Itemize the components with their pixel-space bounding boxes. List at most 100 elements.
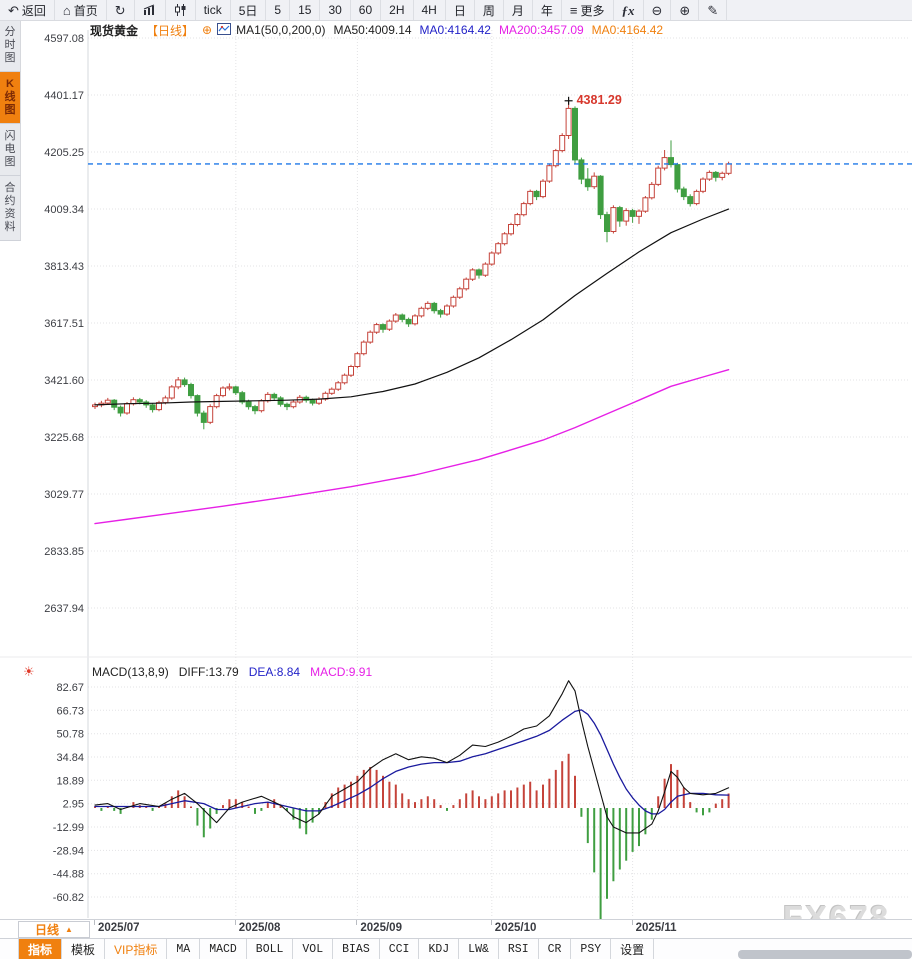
- x-axis-label: 2025/07: [98, 922, 140, 934]
- tab-ma[interactable]: MA: [167, 939, 201, 959]
- tab-vip-indicator[interactable]: VIP指标: [105, 939, 168, 959]
- candle: [136, 399, 143, 403]
- zoom-out-icon: ⊖: [651, 2, 663, 18]
- candle: [284, 403, 290, 408]
- price-axis-label: 4401.17: [44, 90, 84, 102]
- period-60m-button[interactable]: 60: [351, 0, 382, 20]
- period-4h-button[interactable]: 4H: [414, 0, 446, 20]
- period-2h-button-label: 2H: [389, 3, 405, 17]
- home-button[interactable]: ⌂ 首页: [55, 0, 107, 20]
- candle: [444, 305, 450, 315]
- candle: [501, 233, 508, 245]
- candle: [546, 165, 553, 182]
- tab-cci[interactable]: CCI: [380, 939, 420, 959]
- candle: [476, 269, 482, 276]
- candle: [469, 269, 476, 280]
- add-indicator-icon[interactable]: ⊕: [202, 23, 213, 37]
- period-selector[interactable]: 日线 ▲: [18, 921, 90, 938]
- tab-lw[interactable]: LW&: [459, 939, 499, 959]
- draw-button[interactable]: ✎: [699, 0, 728, 20]
- macd-axis-label: -60.82: [53, 892, 84, 904]
- candlestick-button[interactable]: [166, 0, 196, 20]
- tab-cr[interactable]: CR: [539, 939, 572, 959]
- period-month-button[interactable]: 月: [504, 0, 533, 20]
- candle: [712, 171, 719, 178]
- tab-kline-chart[interactable]: K线图: [0, 72, 21, 124]
- ma-params: MA1(50,0,200,0): [236, 23, 326, 37]
- period-60m-button-label: 60: [358, 3, 373, 17]
- candle: [604, 214, 610, 233]
- bar-chart-button[interactable]: [135, 0, 166, 20]
- dea-line: [94, 709, 730, 815]
- tab-vol[interactable]: VOL: [293, 939, 334, 959]
- x-axis-tick: [94, 920, 95, 925]
- tab-psy[interactable]: PSY: [571, 939, 612, 959]
- tick-button[interactable]: tick: [196, 0, 231, 20]
- period-5d-button-label: 5日: [238, 3, 258, 18]
- candle: [456, 288, 463, 298]
- horizontal-scrollbar-thumb[interactable]: [738, 950, 912, 959]
- period-day-button[interactable]: 日: [446, 0, 475, 20]
- candle: [290, 401, 297, 408]
- mini-chart-icon: [217, 22, 232, 38]
- tab-macd[interactable]: MACD: [200, 939, 247, 959]
- x-axis-label: 2025/11: [635, 922, 677, 934]
- period-week-button[interactable]: 周: [475, 0, 504, 20]
- candle: [578, 159, 585, 180]
- tab-boll[interactable]: BOLL: [247, 939, 294, 959]
- more-button-label: 更多: [580, 3, 605, 18]
- refresh-button[interactable]: ↻: [107, 0, 135, 20]
- pen-icon: ✎: [707, 2, 719, 18]
- candle: [220, 387, 226, 397]
- zoom-out-button[interactable]: ⊖: [644, 0, 672, 20]
- refresh-icon: ↻: [114, 2, 126, 18]
- tab-bias[interactable]: BIAS: [333, 939, 380, 959]
- top-toolbar: ↶ 返回 ⌂ 首页 ↻ tick 5日 5 15 30 60 2H 4H 日周月年 ≡ 更多 ƒx ⊖ ⊕ ✎: [0, 0, 912, 21]
- tab-time-chart-label: 分时图: [4, 26, 16, 64]
- period-5m-button[interactable]: 5: [266, 0, 291, 20]
- candle: [674, 164, 681, 190]
- tab-time-chart[interactable]: 分时图: [0, 20, 21, 72]
- macd-axis-label: 50.78: [56, 729, 84, 741]
- period-year-button[interactable]: 年: [533, 0, 562, 20]
- indicator-settings-sun-icon[interactable]: ☀: [23, 664, 35, 679]
- candle: [232, 386, 239, 394]
- symbol-name: 现货黄金: [90, 23, 139, 38]
- diff-line: [94, 680, 730, 834]
- macd-axis-label: 18.89: [56, 775, 84, 787]
- candle: [642, 197, 649, 212]
- candle: [335, 382, 342, 390]
- macd-header: MACD(13,8,9) DIFF:13.79 DEA:8.84 MACD:9.91: [92, 665, 382, 679]
- period-15m-button[interactable]: 15: [290, 0, 321, 20]
- tab-indicator[interactable]: 指标: [19, 939, 63, 959]
- back-button[interactable]: ↶ 返回: [0, 0, 55, 20]
- zoom-in-button[interactable]: ⊕: [671, 0, 700, 20]
- tab-kdj[interactable]: KDJ: [419, 939, 460, 959]
- candle: [520, 203, 527, 216]
- fx-button[interactable]: ƒx: [614, 0, 644, 20]
- tick-button-label: tick: [203, 3, 222, 17]
- price-axis-label: 3813.43: [44, 261, 84, 273]
- candle: [661, 157, 668, 169]
- x-axis-tick: [631, 920, 633, 925]
- more-button[interactable]: ≡ 更多: [562, 0, 614, 20]
- indicator-toolbar: 指标 模板 VIP指标 MA MACD BOLL VOL BIAS CCI KDJ LW& RSI CR…: [0, 938, 912, 959]
- candle: [354, 353, 361, 368]
- ma50-line: [94, 208, 730, 406]
- tab-settings[interactable]: 设置: [611, 939, 655, 959]
- tab-contract-info[interactable]: 合约资料: [0, 176, 21, 241]
- high-annotation-label: 4381.29: [577, 93, 622, 107]
- period-2h-button[interactable]: 2H: [381, 0, 414, 20]
- period-30m-button[interactable]: 30: [320, 0, 351, 20]
- period-label: 【日线】: [146, 23, 195, 38]
- candle: [527, 190, 534, 205]
- home-button-label: 首页: [73, 3, 98, 18]
- tab-template[interactable]: 模板: [62, 939, 106, 959]
- period-5d-button[interactable]: 5日: [231, 0, 267, 20]
- candle: [392, 314, 399, 322]
- tab-lightning-chart[interactable]: 闪电图: [0, 124, 21, 176]
- high-annotation: 4381.29: [564, 93, 622, 107]
- tab-rsi[interactable]: RSI: [499, 939, 539, 959]
